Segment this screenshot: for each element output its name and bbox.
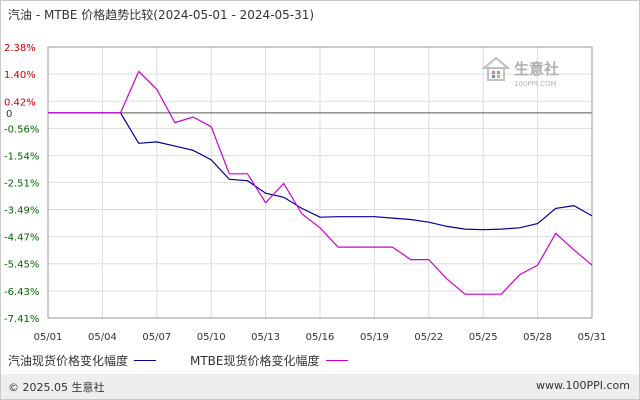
legend-item-mtbe: MTBE现货价格变化幅度: [190, 352, 348, 369]
x-tick-label: 05/31: [578, 332, 607, 343]
y-tick-label: 0.42%: [4, 97, 36, 108]
x-tick-label: 05/16: [306, 332, 335, 343]
watermark-brand: 生意社: [514, 60, 559, 78]
y-tick-label: -1.54%: [4, 152, 39, 163]
x-tick-label: 05/10: [197, 332, 226, 343]
y-axis-ticks: 2.38% 1.40% 0.42%0 -0.56% -1.54% -2.51% -3.49%…: [4, 43, 39, 325]
y-tick-label: -2.51%: [4, 178, 39, 189]
x-axis-ticks: 05/01 05/04 05/07 05/10 05/13 05/16 05/19 05/22…: [34, 332, 607, 343]
y-tick-label: -0.56%: [4, 124, 39, 135]
y-tick-label: -5.45%: [4, 260, 39, 271]
watermark-sub: 100PPI.COM: [514, 80, 557, 88]
y-tick-label: 1.40%: [4, 70, 36, 81]
grid: [47, 46, 593, 319]
x-tick-label: 05/07: [142, 332, 171, 343]
site-url-link[interactable]: www.100PPI.com: [536, 379, 630, 392]
y-tick-label: -6.43%: [4, 287, 39, 298]
house-icon: [481, 56, 511, 81]
x-tick-label: 05/04: [88, 332, 117, 343]
y-tick-label: 2.38%: [4, 43, 36, 54]
copyright-text: © 2025.05 生意社: [8, 381, 105, 394]
x-tick-label: 05/19: [360, 332, 389, 343]
x-tick-label: 05/25: [469, 332, 498, 343]
legend-label-gasoline: 汽油现货价格变化幅度: [8, 354, 129, 368]
legend-label-mtbe: MTBE现货价格变化幅度: [190, 354, 320, 368]
y-tick-label: -4.47%: [4, 233, 39, 244]
watermark-logo: 生意社 100PPI.COM: [481, 56, 559, 88]
x-tick-label: 05/22: [414, 332, 443, 343]
y-tick-label: -3.49%: [4, 205, 39, 216]
x-tick-label: 05/28: [523, 332, 552, 343]
legend-swatch-mtbe: [325, 360, 348, 361]
y-tick-label: -7.41%: [4, 314, 39, 325]
x-tick-label: 05/13: [251, 332, 280, 343]
series-line-mtbe: [48, 70, 593, 295]
chart-title: 汽油 - MTBE 价格趋势比较(2024-05-01 - 2024-05-31…: [8, 8, 315, 22]
x-tick-label: 05/01: [34, 332, 63, 343]
y-tick-label: 0: [6, 109, 12, 120]
footer-bar: [1, 374, 639, 399]
legend-item-gasoline: 汽油现货价格变化幅度: [8, 352, 157, 369]
legend-swatch-gasoline: [134, 360, 157, 361]
series-line-gasoline: [48, 112, 593, 231]
series-layer: [48, 70, 593, 295]
plot-border: [47, 46, 593, 319]
